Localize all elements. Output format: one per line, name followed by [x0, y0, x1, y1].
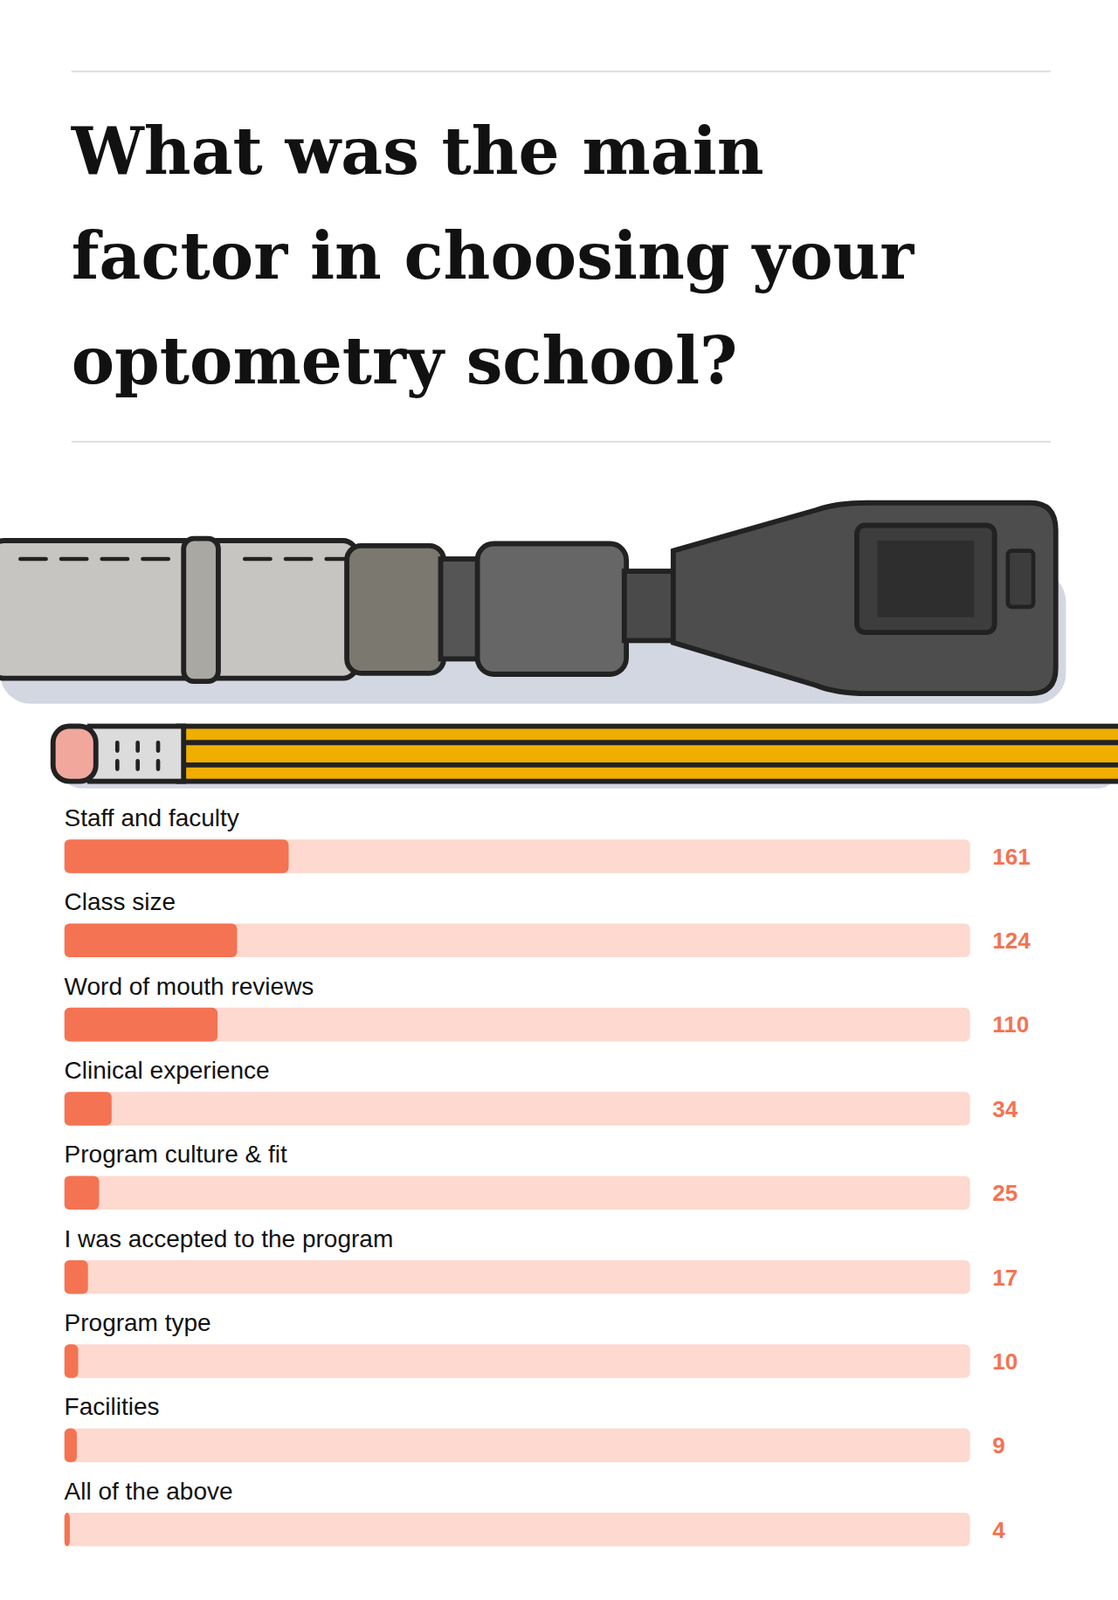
category-label: All of the above [64, 1477, 234, 1505]
rule [71, 70, 1051, 73]
category-label: Class size [64, 888, 177, 916]
chart: What was the main factor in choosing your… [0, 0, 1118, 1600]
bar [64, 1176, 100, 1211]
bar-track [64, 1512, 971, 1547]
head-button [1007, 551, 1034, 608]
category-label: Program type [64, 1309, 212, 1337]
illustration [0, 503, 1118, 789]
bar [64, 1260, 89, 1295]
category-label: Staff and faculty [64, 804, 240, 832]
rule [71, 441, 1051, 443]
handle-mark [143, 557, 169, 562]
head-window [856, 524, 995, 633]
title-line: What was the main [70, 113, 765, 189]
bar [64, 924, 238, 959]
data-label: 161 [992, 843, 1030, 870]
bar-track [64, 1260, 971, 1295]
pencil-stripe [181, 762, 1118, 768]
pencil-eraser [53, 726, 97, 782]
data-labels: 161 124 110 34 25 17 10 9 4 [992, 843, 1031, 1544]
head-window-inner [876, 540, 974, 618]
bars [64, 839, 290, 1546]
handle-mark [20, 557, 46, 562]
ferrule-mark [156, 742, 161, 769]
handle-mark [285, 557, 311, 562]
pencil-stripe [181, 739, 1118, 746]
handle-mark [102, 557, 128, 562]
title-line: factor in choosing your [71, 218, 916, 294]
category-label: Clinical experience [64, 1056, 270, 1084]
category-label: Word of mouth reviews [64, 973, 315, 1001]
bar-track [64, 1176, 971, 1211]
bar [64, 1428, 77, 1464]
data-label: 4 [992, 1517, 1006, 1544]
bar [64, 839, 290, 874]
bar [64, 1007, 219, 1043]
category-label: I was accepted to the program [64, 1225, 394, 1253]
neck2 [624, 571, 676, 641]
pencil-body [178, 726, 1118, 782]
ring [477, 543, 628, 674]
title-line: optometry school? [71, 323, 739, 399]
head [673, 503, 1056, 694]
bar-track [64, 1091, 971, 1126]
bar [64, 1091, 112, 1126]
bar-track [64, 1428, 971, 1464]
bar [64, 1344, 79, 1379]
bar [64, 1512, 70, 1547]
bar-track [64, 839, 971, 874]
data-label: 34 [992, 1096, 1018, 1123]
handle-ring [183, 538, 219, 683]
data-label: 124 [992, 927, 1031, 954]
category-label: Program culture & fit [64, 1140, 288, 1168]
handle [0, 540, 358, 679]
bar-track [64, 1007, 971, 1043]
ferrule-mark [135, 742, 140, 769]
data-label: 9 [992, 1432, 1005, 1459]
handle-mark [244, 557, 270, 562]
data-label: 10 [992, 1348, 1018, 1375]
collar [346, 545, 444, 674]
title: What was the main factor in choosing your… [70, 113, 916, 400]
ferrule-mark [115, 742, 120, 769]
tracks [64, 839, 971, 1546]
category-labels: Staff and faculty Class size Word of mouth… [64, 804, 394, 1505]
pencil-ferrule [89, 726, 184, 782]
handle-mark [61, 557, 87, 562]
category-label: Facilities [64, 1393, 160, 1421]
bar-track [64, 1344, 971, 1379]
data-label: 25 [992, 1180, 1018, 1207]
data-label: 110 [992, 1011, 1029, 1038]
data-label: 17 [992, 1264, 1018, 1291]
bar-track [64, 924, 971, 959]
